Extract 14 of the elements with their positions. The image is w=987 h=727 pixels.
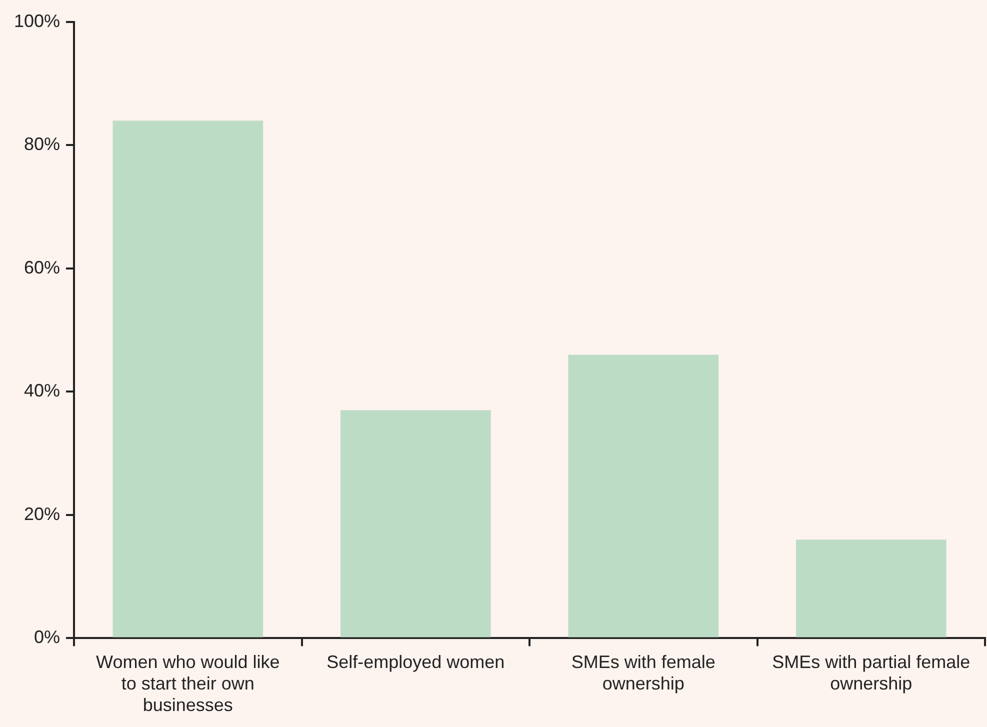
x-tick-label: Self-employed women <box>326 652 505 672</box>
x-tick-label: Women who would like to start their own businesses <box>96 652 280 716</box>
x-tick-label: SMEs with partial female ownership <box>772 652 970 694</box>
bar <box>112 120 264 638</box>
bar <box>568 354 719 638</box>
y-tick-label: 0% <box>34 627 60 648</box>
x-tick-label: SMEs with female ownership <box>571 652 716 694</box>
bar <box>340 410 491 638</box>
bar <box>796 540 946 638</box>
y-tick-label: 20% <box>24 504 60 524</box>
y-tick-label: 40% <box>24 380 60 401</box>
y-tick-label: 80% <box>24 134 60 154</box>
y-tick-label: 100% <box>14 10 60 31</box>
y-tick-label: 60% <box>24 257 60 278</box>
